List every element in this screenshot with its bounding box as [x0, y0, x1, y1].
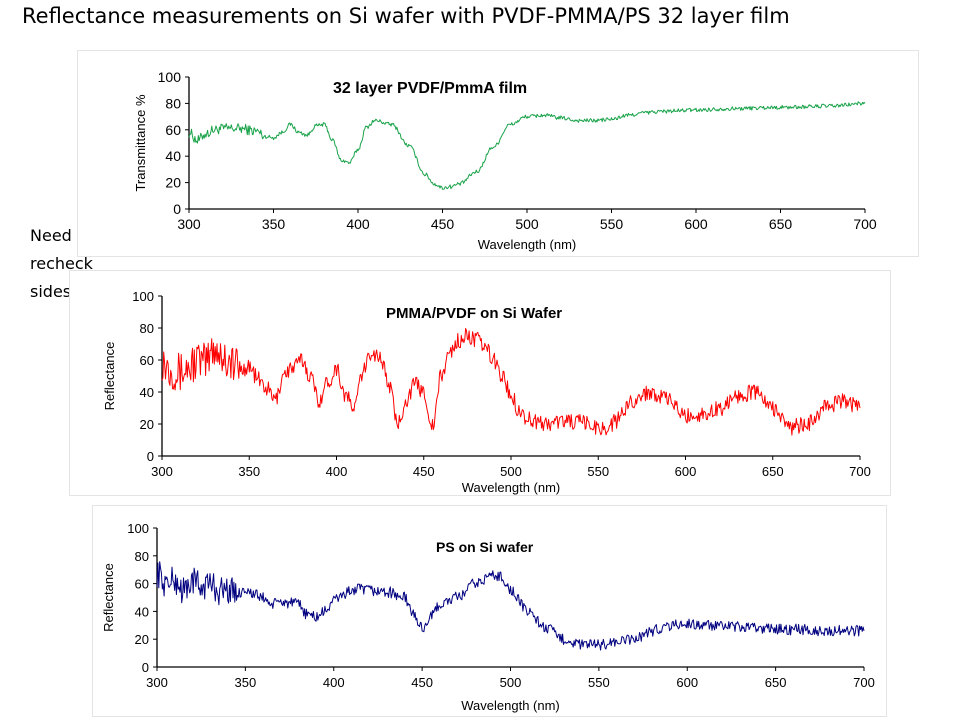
x-tick-label: 550	[588, 675, 610, 690]
ps-reflectance-chart: 300 350 400 450 500 550 600 650 700 0 20 40 60 80 100 W…	[92, 505, 887, 717]
y-tick-label: 100	[127, 521, 149, 536]
chart-title: PMMA/PVDF on Si Wafer	[386, 305, 562, 322]
chart-title: PS on Si wafer	[436, 539, 534, 555]
x-tick-label: 700	[849, 464, 871, 479]
chart-title: 32 layer PVDF/PmmA film	[333, 80, 527, 97]
y-tick-label: 60	[135, 577, 149, 592]
y-tick-label: 20	[135, 632, 149, 647]
y-tick-label: 80	[165, 95, 181, 111]
x-tick-label: 600	[675, 464, 697, 479]
x-axis-label: Wavelength (nm)	[462, 480, 561, 495]
y-tick-label: 60	[140, 353, 154, 368]
series-line	[188, 101, 866, 190]
pmma-pvdf-reflectance-chart: 300 350 400 450 500 550 600 650 700 0 20 40 60 80 100 W…	[69, 270, 891, 496]
x-tick-label: 650	[765, 675, 787, 690]
x-tick-label: 500	[500, 464, 522, 479]
y-tick-label: 0	[142, 660, 149, 675]
x-tick-label: 650	[769, 216, 793, 232]
y-tick-label: 40	[165, 148, 181, 164]
y-axis-label: Transmittance %	[133, 94, 148, 191]
y-axis-label: Reflectance	[102, 342, 117, 411]
x-tick-label: 350	[238, 464, 260, 479]
x-tick-label: 500	[515, 216, 539, 232]
x-tick-label: 300	[177, 216, 201, 232]
x-tick-label: 500	[500, 675, 522, 690]
x-axis-label: Wavelength (nm)	[461, 698, 560, 713]
y-tick-label: 100	[132, 289, 154, 304]
y-tick-label: 60	[165, 122, 181, 138]
x-tick-label: 450	[431, 216, 455, 232]
x-tick-label: 700	[853, 675, 875, 690]
y-tick-label: 0	[147, 449, 154, 464]
transmittance-chart: 300 350 400 450 500 550 600 650 700 0 20 40 60 80 100 W…	[77, 50, 919, 257]
series-line	[161, 328, 861, 436]
y-tick-label: 20	[165, 175, 181, 191]
x-tick-label: 600	[676, 675, 698, 690]
x-axis-label: Wavelength (nm)	[478, 237, 577, 252]
series-line	[156, 561, 865, 651]
x-tick-label: 600	[684, 216, 708, 232]
x-tick-label: 700	[853, 216, 877, 232]
x-tick-label: 350	[262, 216, 286, 232]
y-tick-label: 20	[140, 417, 154, 432]
x-tick-label: 450	[411, 675, 433, 690]
x-tick-label: 400	[323, 675, 345, 690]
x-tick-label: 550	[587, 464, 609, 479]
transmittance-chart-svg: 300 350 400 450 500 550 600 650 700 0 20 40 60 80 100 W…	[133, 69, 877, 252]
x-tick-label: 550	[600, 216, 624, 232]
pmma-pvdf-reflectance-chart-svg: 300 350 400 450 500 550 600 650 700 0 20 40 60 80 100 W…	[102, 289, 871, 495]
x-tick-label: 350	[235, 675, 257, 690]
y-tick-label: 80	[140, 321, 154, 336]
x-tick-label: 300	[146, 675, 168, 690]
x-tick-label: 650	[762, 464, 784, 479]
y-tick-label: 40	[140, 385, 154, 400]
slide-title: Reflectance measurements on Si wafer wit…	[22, 4, 790, 28]
x-tick-label: 450	[413, 464, 435, 479]
y-axis-label: Reflectance	[101, 563, 116, 632]
y-tick-label: 0	[173, 201, 181, 217]
x-tick-label: 400	[326, 464, 348, 479]
x-tick-label: 400	[346, 216, 370, 232]
y-tick-label: 40	[135, 604, 149, 619]
y-tick-label: 80	[135, 549, 149, 564]
y-tick-label: 100	[158, 69, 182, 85]
ps-reflectance-chart-svg: 300 350 400 450 500 550 600 650 700 0 20 40 60 80 100 W…	[101, 521, 875, 713]
x-tick-label: 300	[151, 464, 173, 479]
